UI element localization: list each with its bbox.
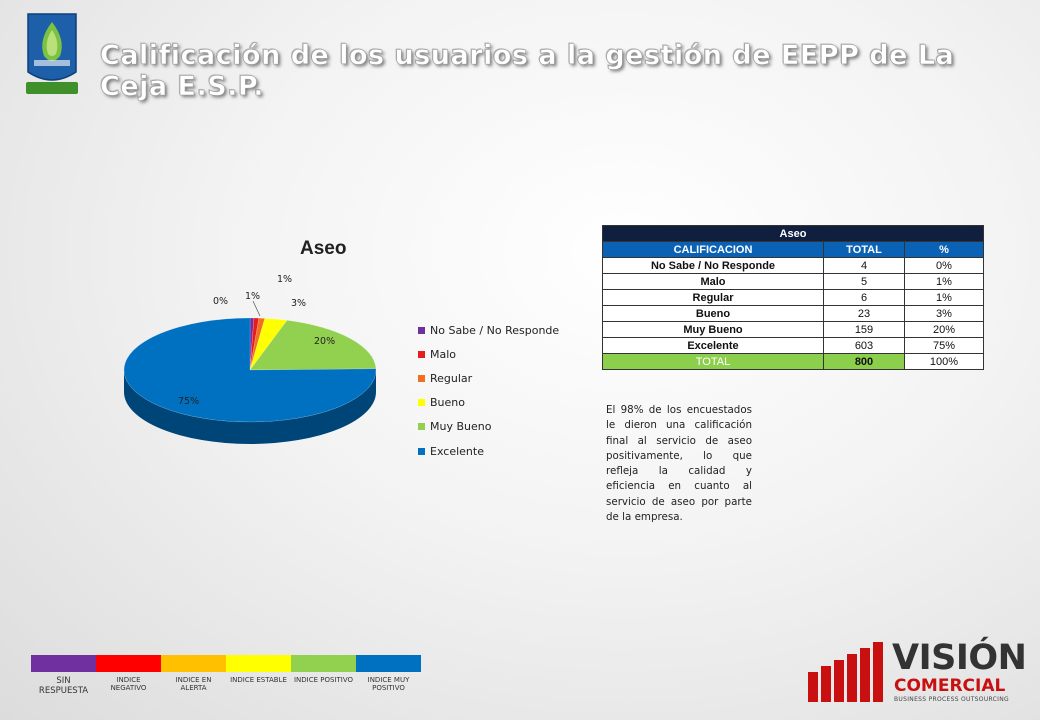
table-cell: 100%	[904, 353, 984, 370]
bars-icon	[808, 642, 883, 702]
scale-bar	[356, 655, 421, 672]
table-cell: Regular	[602, 289, 824, 306]
legend-label: No Sabe / No Responde	[430, 323, 560, 337]
legend-label: Regular	[430, 371, 473, 385]
brand-tagline: BUSINESS PROCESS OUTSOURCING	[894, 696, 1009, 703]
pie-slice-side	[124, 370, 376, 444]
data-label: 1%	[245, 291, 260, 302]
column-header: TOTAL	[823, 241, 905, 258]
table-row: Bueno 23 3%	[602, 305, 984, 322]
table-cell: TOTAL	[602, 353, 824, 370]
color-scale-legend: SIN RESPUESTA INDICE NEGATIVO INDICE EN AL…	[31, 655, 421, 696]
legend-swatch	[418, 447, 425, 455]
scale-item: INDICE MUY POSITIVO	[356, 655, 421, 696]
table-cell: 1%	[904, 289, 984, 306]
table-cell: 800	[823, 353, 905, 370]
table-row: No Sabe / No Responde 4 0%	[602, 257, 984, 274]
table-row: Regular 6 1%	[602, 289, 984, 306]
table-row: Excelente 603 75%	[602, 337, 984, 354]
legend-swatch	[418, 350, 425, 358]
table-header-row: CALIFICACION TOTAL %	[602, 241, 984, 258]
scale-label: INDICE NEGATIVO	[110, 676, 147, 692]
table-cell: No Sabe / No Responde	[602, 257, 824, 274]
scale-bar	[31, 655, 96, 672]
company-logo	[22, 10, 82, 100]
legend-label: Malo	[430, 347, 457, 361]
vision-comercial-logo: VISIÓN COMERCIAL BUSINESS PROCESS OUTSOU…	[806, 638, 1027, 704]
table-cell: Malo	[602, 273, 824, 290]
table-cell: Excelente	[602, 337, 824, 354]
data-label: 1%	[277, 274, 292, 285]
scale-item: INDICE ESTABLE	[226, 655, 291, 696]
table-cell: 159	[823, 321, 905, 338]
data-table: Aseo CALIFICACION TOTAL % No Sabe / No R…	[602, 225, 984, 370]
scale-bar	[96, 655, 161, 672]
legend-label: Excelente	[430, 444, 484, 458]
legend-item: Bueno	[418, 391, 559, 415]
legend-swatch	[418, 374, 425, 382]
pie-slice	[249, 318, 288, 371]
data-label: 20%	[314, 336, 335, 347]
pie-slice	[123, 317, 377, 423]
pie-svg: 0% 1% 1% 3% 20% 75%	[123, 274, 377, 444]
pie-slice	[249, 317, 260, 371]
table-cell: 20%	[904, 321, 984, 338]
legend-item: Regular	[418, 366, 559, 390]
brand-subname: COMERCIAL	[894, 676, 1006, 696]
scale-bar	[226, 655, 291, 672]
legend-item: Muy Bueno	[418, 415, 559, 439]
chart-legend: No Sabe / No Responde Malo Regular Bueno Muy…	[418, 318, 559, 463]
table-cell: 1%	[904, 273, 984, 290]
table-cell: Bueno	[602, 305, 824, 322]
scale-item: INDICE NEGATIVO	[96, 655, 161, 696]
scale-label: SIN RESPUESTA	[38, 676, 89, 696]
legend-item: No Sabe / No Responde	[418, 318, 559, 342]
table-cell: 0%	[904, 257, 984, 274]
table-cell: 3%	[904, 305, 984, 322]
scale-bar	[291, 655, 356, 672]
scale-label: INDICE EN ALERTA	[175, 676, 212, 692]
legend-label: Bueno	[430, 396, 465, 410]
table-cell: 23	[823, 305, 905, 322]
pie-chart: Aseo 0% 1% 1% 3% 20% 75% No Sabe / No Respond…	[110, 228, 580, 478]
data-label: 0%	[213, 296, 228, 307]
scale-label: INDICE MUY POSITIVO	[367, 676, 410, 692]
summary-text: El 98% de los encuestados le dieron una …	[606, 404, 752, 524]
pie-slice	[249, 317, 266, 371]
table-cell: Muy Bueno	[602, 321, 824, 338]
legend-swatch	[418, 423, 425, 431]
table-cell: 4	[823, 257, 905, 274]
table-row: Muy Bueno 159 20%	[602, 321, 984, 338]
table-title: Aseo	[602, 225, 984, 242]
legend-label: Muy Bueno	[430, 420, 492, 434]
scale-label: INDICE ESTABLE	[230, 676, 287, 684]
scale-item: SIN RESPUESTA	[31, 655, 96, 696]
column-header: CALIFICACION	[602, 241, 824, 258]
column-header: %	[904, 241, 984, 258]
pie-slice	[249, 320, 377, 371]
scale-label: INDICE POSITIVO	[293, 676, 354, 684]
legend-item: Malo	[418, 342, 559, 366]
table-cell: 5	[823, 273, 905, 290]
table-row: Malo 5 1%	[602, 273, 984, 290]
pie-slice	[249, 317, 255, 371]
brand-name: VISIÓN	[892, 638, 1027, 678]
scale-bar	[161, 655, 226, 672]
legend-swatch	[418, 326, 425, 334]
data-label: 3%	[291, 298, 306, 309]
page-title: Calificación de los usuarios a la gestió…	[100, 40, 955, 103]
scale-item: INDICE POSITIVO	[291, 655, 356, 696]
table-cell: 603	[823, 337, 905, 354]
table-cell: 75%	[904, 337, 984, 354]
table-total-row: TOTAL 800 100%	[602, 353, 984, 370]
table-cell: 6	[823, 289, 905, 306]
legend-item: Excelente	[418, 439, 559, 463]
leader-line	[252, 300, 261, 317]
scale-item: INDICE EN ALERTA	[161, 655, 226, 696]
chart-title: Aseo	[300, 238, 347, 259]
legend-swatch	[418, 399, 425, 407]
data-label: 75%	[178, 396, 199, 407]
